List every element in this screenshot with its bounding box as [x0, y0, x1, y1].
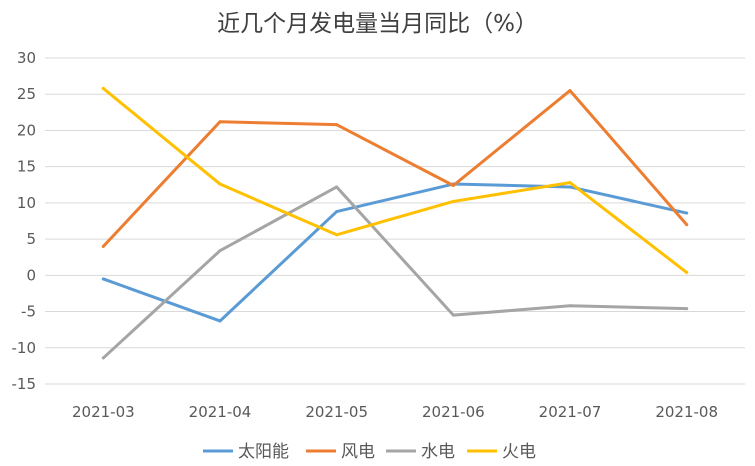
series-line-0 [101, 182, 689, 323]
data-point [451, 184, 455, 188]
y-tick-label: -5 [21, 303, 36, 321]
y-tick-label: 30 [17, 49, 36, 67]
data-point [218, 319, 222, 323]
legend-label: 水电 [421, 442, 455, 462]
y-tick-label: 10 [17, 194, 36, 212]
data-point [335, 233, 339, 237]
y-tick-label: 15 [17, 158, 36, 176]
data-point [101, 86, 105, 90]
chart-title: 近几个月发电量当月同比（%） [217, 11, 538, 37]
data-point [568, 89, 572, 93]
y-axis-ticks: 30 25 20 15 10 5 0 -5 -10 -15 [12, 49, 37, 393]
series-line-1 [101, 89, 689, 248]
data-point [218, 120, 222, 124]
data-point [335, 185, 339, 189]
data-point [101, 277, 105, 281]
data-point [218, 182, 222, 186]
y-tick-label: -15 [12, 375, 37, 393]
data-point [685, 223, 689, 227]
data-point [685, 307, 689, 311]
data-point [218, 249, 222, 253]
y-tick-label: 5 [26, 230, 36, 248]
y-tick-label: -10 [12, 339, 37, 357]
x-tick-label: 2021-07 [539, 403, 602, 421]
series-line-2 [101, 185, 689, 360]
data-point [335, 123, 339, 127]
y-tick-label: 20 [17, 121, 36, 139]
legend: 太阳能 风电 水电 火电 [203, 442, 536, 462]
x-tick-label: 2021-03 [72, 403, 135, 421]
legend-label: 太阳能 [238, 442, 289, 462]
x-tick-label: 2021-06 [422, 403, 485, 421]
legend-label: 火电 [502, 442, 536, 462]
data-point [568, 304, 572, 308]
x-axis-ticks: 2021-03 2021-04 2021-05 2021-06 2021-07 2021-… [72, 403, 718, 421]
legend-label: 风电 [341, 442, 375, 462]
data-point [101, 244, 105, 248]
y-tick-label: 0 [26, 266, 36, 284]
data-point [451, 199, 455, 203]
x-tick-label: 2021-08 [655, 403, 718, 421]
y-tick-label: 25 [17, 85, 36, 103]
series-line-3 [101, 86, 689, 274]
data-point [685, 211, 689, 215]
series-lines [101, 86, 689, 360]
data-point [101, 356, 105, 360]
x-tick-label: 2021-05 [305, 403, 368, 421]
grid-lines [45, 57, 745, 385]
data-point [451, 313, 455, 317]
data-point [335, 210, 339, 214]
x-tick-label: 2021-04 [189, 403, 252, 421]
data-point [568, 181, 572, 185]
data-point [568, 185, 572, 189]
data-point [685, 270, 689, 274]
